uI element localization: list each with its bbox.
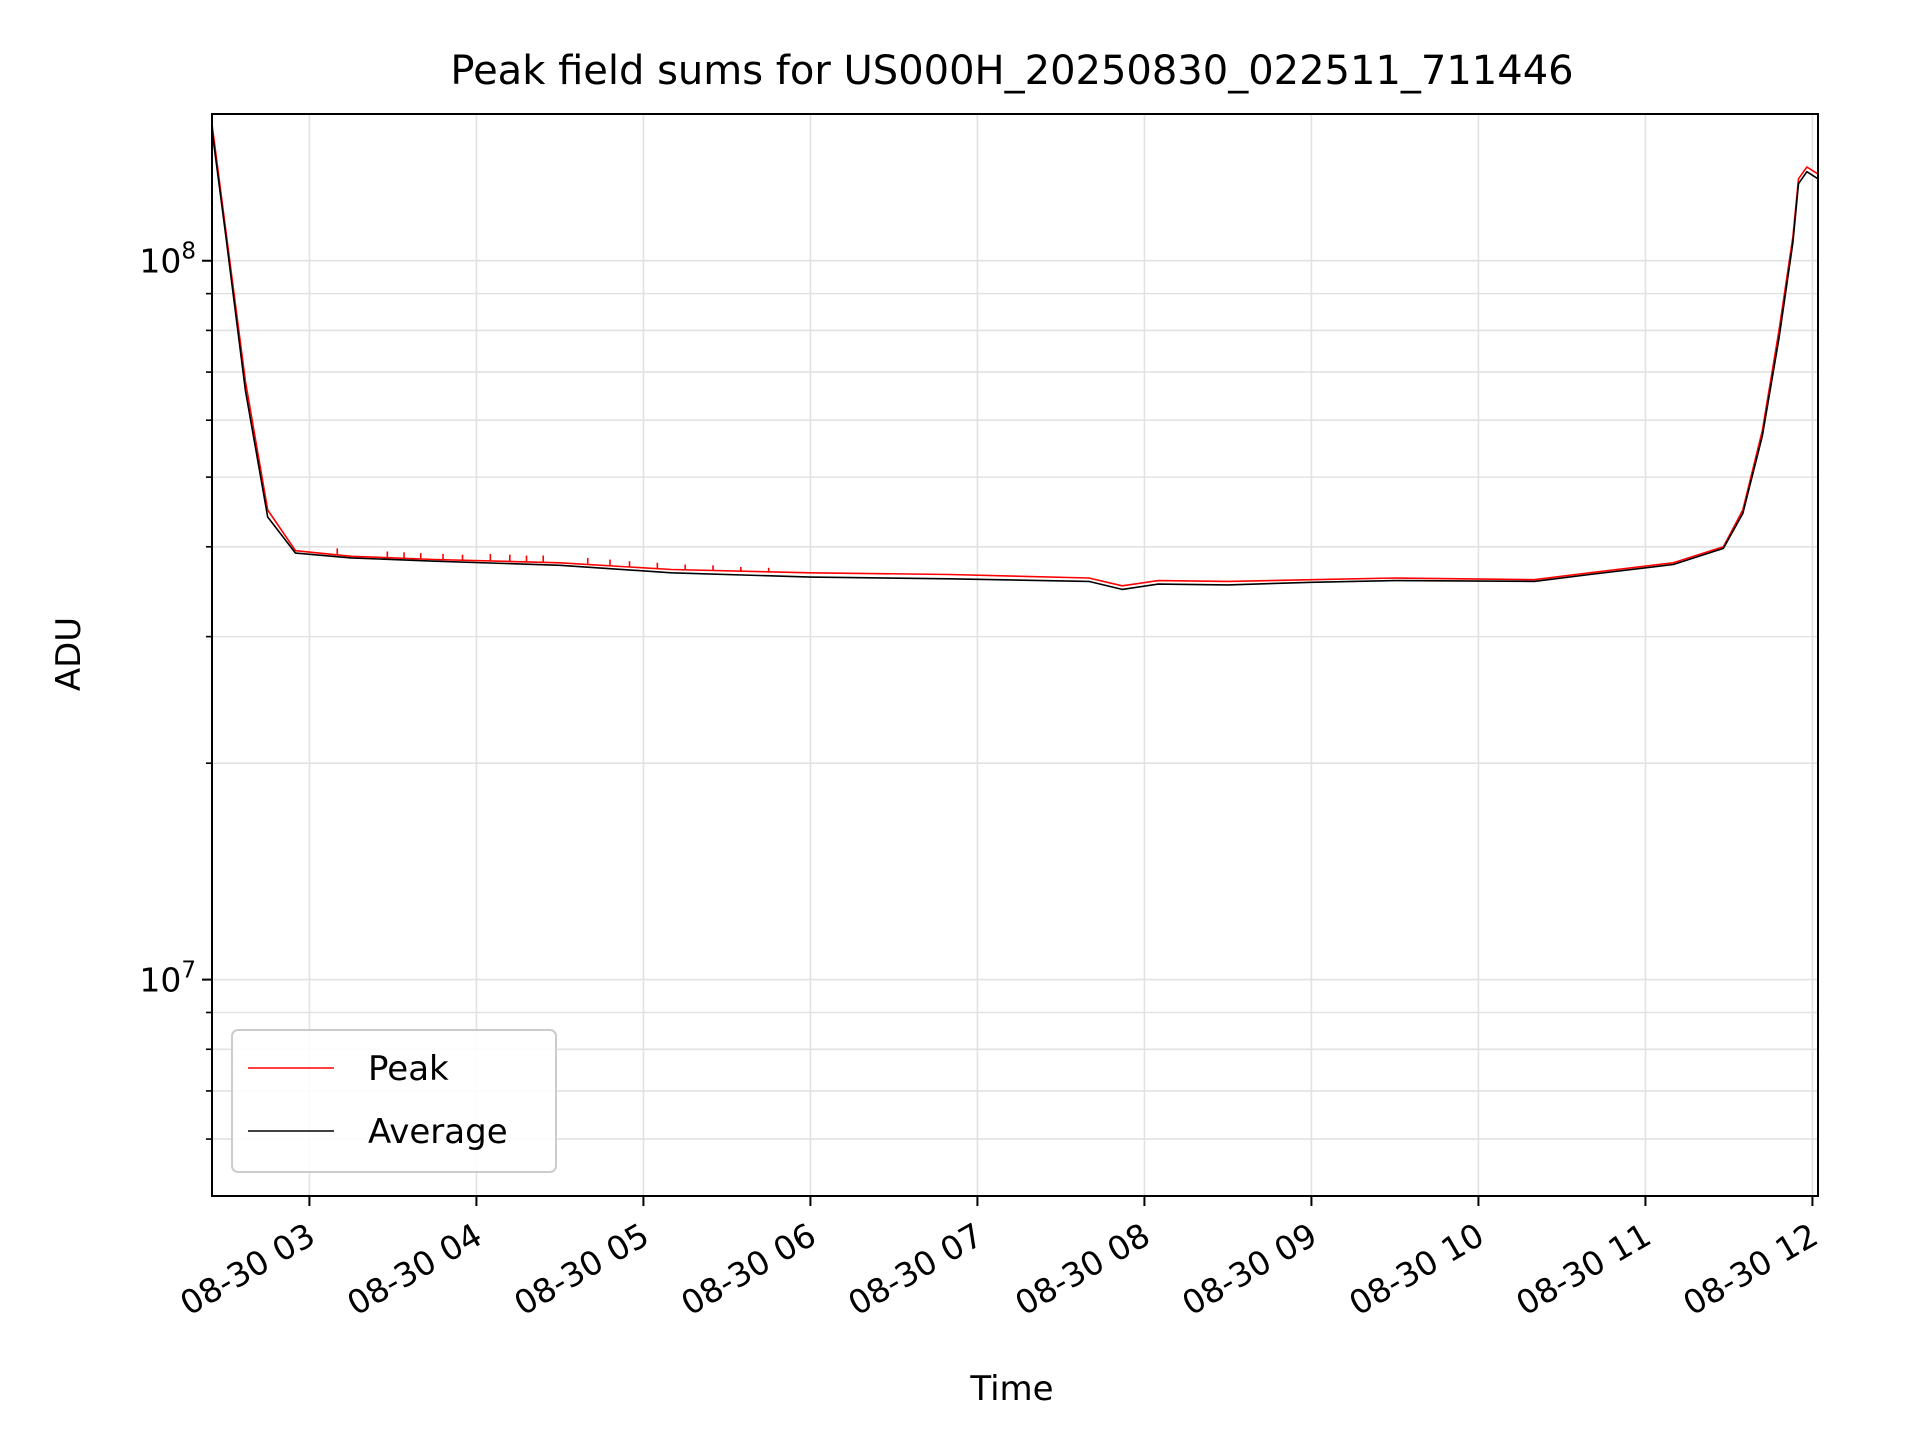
legend-label: Peak [368,1049,449,1089]
axes-frame [211,113,1819,1197]
y-tick-label: 107 [139,958,196,1000]
x-tick-label: 08-30 11 [1509,1215,1657,1323]
x-tick-label: 08-30 03 [173,1215,321,1323]
x-tick-label: 08-30 08 [1008,1215,1156,1323]
legend: Peak Average [231,1029,557,1173]
series-layer [212,123,1818,591]
x-tick-label: 08-30 10 [1342,1215,1490,1323]
y-tick-label: 108 [139,239,196,281]
x-tick-label: 08-30 07 [841,1215,989,1323]
x-axis-label: Time [969,1369,1053,1409]
legend-box [231,1029,557,1173]
x-tick-label: 08-30 05 [507,1215,655,1323]
chart-title: Peak field sums for US000H_20250830_0225… [450,48,1573,94]
series-line-average [212,129,1818,591]
x-tick-label: 08-30 04 [340,1215,488,1323]
y-axis-label: ADU [49,617,89,691]
series-peak [212,123,1818,587]
series-line-peak [212,123,1818,587]
x-tick-label: 08-30 12 [1676,1215,1824,1323]
x-tick-label: 08-30 09 [1175,1215,1323,1323]
series-average [212,129,1818,591]
legend-label: Average [368,1112,508,1152]
x-tick-label: 08-30 06 [674,1215,822,1323]
